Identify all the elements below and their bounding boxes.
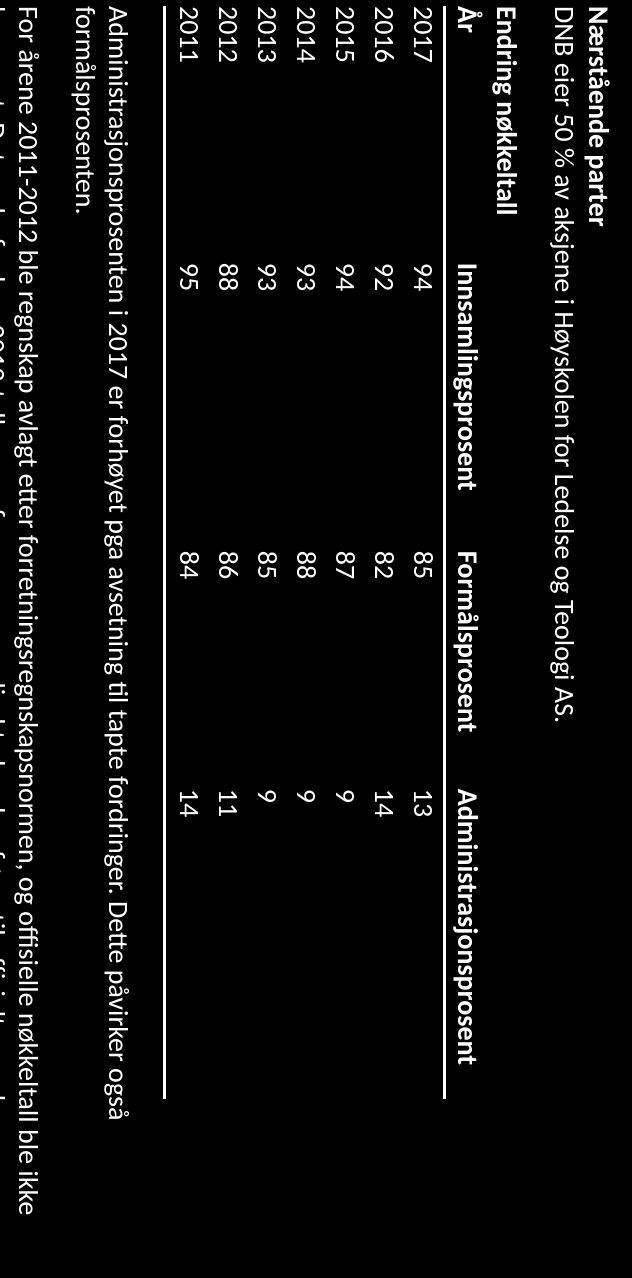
key-figures-table: År Innsamlingsprosent Formålsprosent Adm… bbox=[163, 6, 485, 1099]
cell-adm: 13 bbox=[404, 789, 445, 1099]
table-row: 2015 94 87 9 bbox=[326, 6, 365, 1099]
table-row: 2013 93 85 9 bbox=[248, 6, 287, 1099]
cell-adm: 9 bbox=[287, 789, 326, 1099]
document-page: Nærstående parter DNB eier 50 % av aksje… bbox=[0, 0, 632, 1278]
cell-inn: 94 bbox=[326, 263, 365, 551]
cell-inn: 92 bbox=[365, 263, 404, 551]
cell-adm: 14 bbox=[165, 789, 210, 1099]
cell-adm: 9 bbox=[326, 789, 365, 1099]
cell-adm: 14 bbox=[365, 789, 404, 1099]
table-row: 2017 94 85 13 bbox=[404, 6, 445, 1099]
cell-year: 2011 bbox=[165, 6, 210, 263]
cell-year: 2017 bbox=[404, 6, 445, 263]
cell-form: 87 bbox=[326, 551, 365, 789]
cell-inn: 94 bbox=[404, 263, 445, 551]
paragraph-2: For årene 2011-2012 ble regnskap avlagt … bbox=[0, 6, 45, 1266]
cell-year: 2012 bbox=[209, 6, 248, 263]
cell-inn: 88 bbox=[209, 263, 248, 551]
table-header-row: År Innsamlingsprosent Formålsprosent Adm… bbox=[445, 6, 486, 1099]
cell-year: 2015 bbox=[326, 6, 365, 263]
cell-inn: 93 bbox=[248, 263, 287, 551]
cell-form: 85 bbox=[404, 551, 445, 789]
table-title: Endring nøkkeltall bbox=[489, 6, 521, 1278]
section-subline: DNB eier 50 % av aksjene i Høyskolen for… bbox=[548, 6, 580, 1278]
col-admin: Administrasjonsprosent bbox=[445, 789, 486, 1099]
cell-form: 82 bbox=[365, 551, 404, 789]
cell-year: 2013 bbox=[248, 6, 287, 263]
paragraph-1: Administrasjonsprosenten i 2017 er forhø… bbox=[69, 6, 135, 1266]
table-row: 2011 95 84 14 bbox=[165, 6, 210, 1099]
cell-adm: 11 bbox=[209, 789, 248, 1099]
cell-form: 88 bbox=[287, 551, 326, 789]
cell-form: 86 bbox=[209, 551, 248, 789]
cell-year: 2014 bbox=[287, 6, 326, 263]
cell-inn: 95 bbox=[165, 263, 210, 551]
col-formal: Formålsprosent bbox=[445, 551, 486, 789]
cell-form: 84 bbox=[165, 551, 210, 789]
col-year: År bbox=[445, 6, 486, 263]
cell-form: 85 bbox=[248, 551, 287, 789]
cell-year: 2016 bbox=[365, 6, 404, 263]
col-innsamling: Innsamlingsprosent bbox=[445, 263, 486, 551]
table-row: 2012 88 86 11 bbox=[209, 6, 248, 1099]
cell-adm: 9 bbox=[248, 789, 287, 1099]
table-row: 2016 92 82 14 bbox=[365, 6, 404, 1099]
table-row: 2014 93 88 9 bbox=[287, 6, 326, 1099]
section-heading: Nærstående parter bbox=[582, 6, 614, 1278]
cell-inn: 93 bbox=[287, 263, 326, 551]
